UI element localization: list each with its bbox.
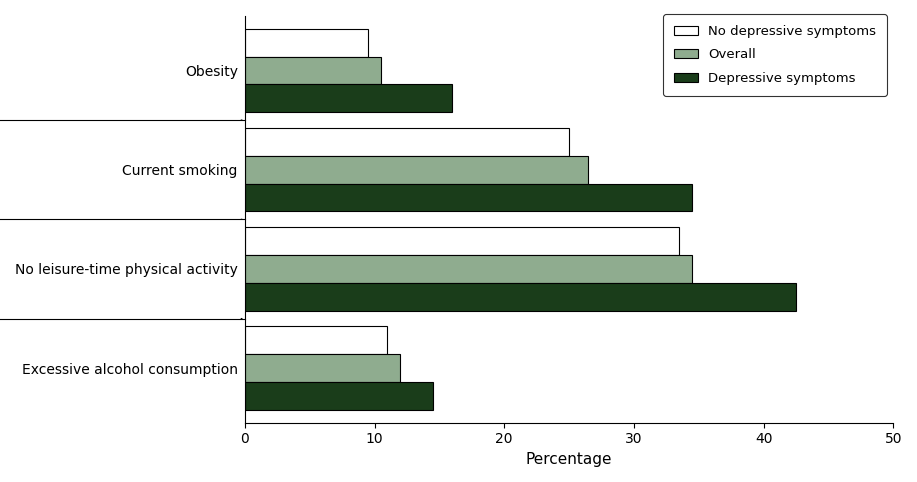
Bar bbox=[245, 156, 589, 184]
X-axis label: Percentage: Percentage bbox=[525, 452, 613, 467]
Bar bbox=[245, 255, 692, 283]
Bar bbox=[245, 128, 569, 156]
Bar bbox=[245, 326, 388, 354]
Bar bbox=[245, 283, 796, 310]
Bar bbox=[245, 29, 368, 56]
Bar bbox=[245, 56, 381, 84]
Bar bbox=[245, 184, 692, 211]
Bar bbox=[245, 354, 401, 382]
Bar bbox=[245, 382, 433, 410]
Bar bbox=[245, 84, 452, 112]
Bar bbox=[245, 227, 679, 255]
Legend: No depressive symptoms, Overall, Depressive symptoms: No depressive symptoms, Overall, Depress… bbox=[663, 14, 887, 95]
